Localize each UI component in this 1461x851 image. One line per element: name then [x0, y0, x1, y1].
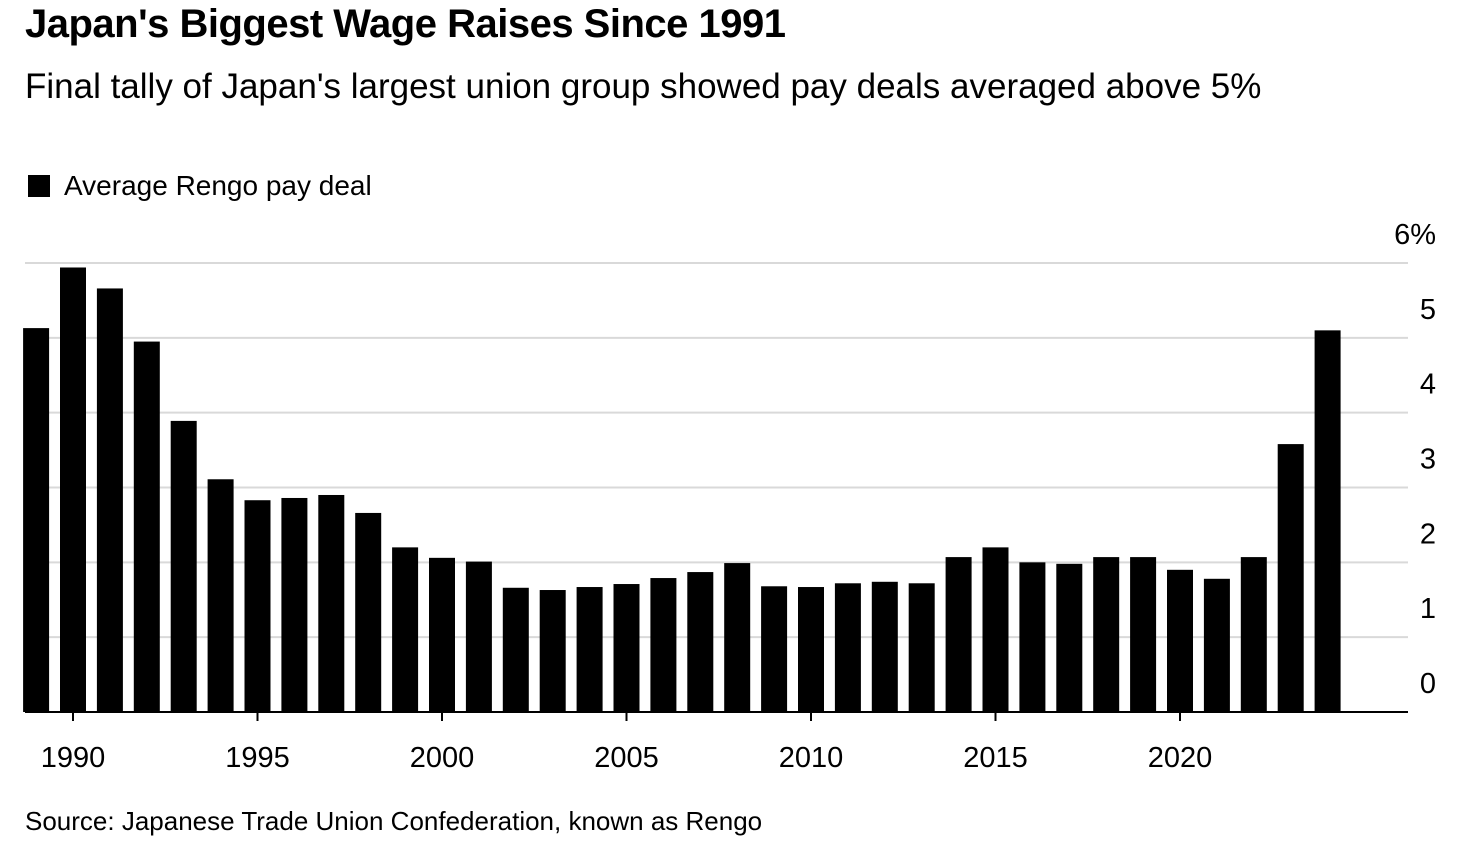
bar-2007 — [687, 572, 714, 712]
x-tick-label: 2020 — [1148, 742, 1213, 774]
y-tick-label: 4 — [1420, 369, 1436, 401]
bar-2008 — [724, 563, 751, 712]
bar-1992 — [133, 341, 160, 712]
bar-2017 — [1056, 563, 1083, 712]
bar-2019 — [1130, 557, 1157, 712]
bar-1997 — [318, 494, 345, 712]
y-tick-label: 0 — [1420, 668, 1436, 700]
bar-2021 — [1203, 578, 1230, 712]
bar-2003 — [539, 590, 566, 712]
bar-1990 — [60, 267, 86, 712]
y-tick-label: 2 — [1420, 518, 1436, 550]
bar-1994 — [207, 479, 234, 712]
bar-2011 — [834, 583, 861, 712]
x-tick-label: 2000 — [410, 742, 475, 774]
bar-2002 — [502, 587, 529, 712]
bar-2010 — [798, 587, 824, 712]
bar-2006 — [650, 578, 677, 712]
bar-1998 — [355, 512, 382, 712]
legend-swatch — [28, 175, 50, 197]
bar-1996 — [281, 497, 308, 712]
bar-1989 — [23, 328, 50, 712]
bar-1995 — [244, 500, 271, 712]
x-tick-label: 2015 — [963, 742, 1028, 774]
bar-2015 — [982, 547, 1009, 712]
bar-1991 — [96, 288, 123, 712]
bar-2023 — [1277, 444, 1304, 712]
y-tick-label: 1 — [1420, 593, 1436, 625]
bar-2013 — [908, 583, 935, 712]
chart-title: Japan's Biggest Wage Raises Since 1991 — [25, 2, 786, 46]
bar-2014 — [945, 557, 972, 712]
x-tick-label: 2005 — [594, 742, 659, 774]
bar-2012 — [871, 581, 898, 712]
legend-label: Average Rengo pay deal — [64, 170, 372, 201]
legend: Average Rengo pay deal — [28, 170, 372, 202]
bar-2009 — [761, 586, 788, 712]
y-tick-label: 6% — [1394, 219, 1436, 251]
bar-1999 — [392, 547, 419, 712]
bar-2001 — [465, 561, 492, 712]
bar-2024 — [1314, 330, 1341, 712]
bar-2005 — [613, 584, 640, 712]
source-note: Source: Japanese Trade Union Confederati… — [25, 806, 763, 836]
bar-2000 — [429, 557, 455, 712]
bar-2016 — [1019, 562, 1046, 712]
y-tick-label: 5 — [1420, 294, 1436, 326]
bar-1993 — [170, 420, 197, 712]
chart-subtitle: Final tally of Japan's largest union gro… — [25, 67, 1262, 106]
bar-2022 — [1240, 557, 1267, 712]
x-tick-label: 1995 — [225, 742, 290, 774]
y-tick-label: 3 — [1420, 444, 1436, 476]
x-tick-label: 1990 — [41, 742, 106, 774]
bar-2018 — [1093, 557, 1120, 712]
bar-2020 — [1167, 569, 1193, 712]
bar-2004 — [576, 587, 603, 712]
x-tick-label: 2010 — [779, 742, 844, 774]
